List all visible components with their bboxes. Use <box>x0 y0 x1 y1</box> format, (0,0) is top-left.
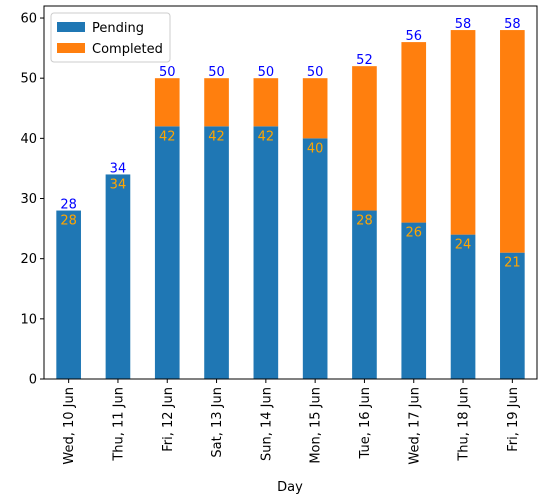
total-value-label: 58 <box>504 17 521 32</box>
y-tick-label: 0 <box>29 373 37 388</box>
bar-pending-7 <box>401 222 427 379</box>
bar-completed-3 <box>204 78 229 127</box>
legend-swatch-pending <box>57 22 85 32</box>
bar-completed-5 <box>302 78 328 139</box>
y-tick-label: 40 <box>20 132 37 147</box>
pending-value-label: 21 <box>504 256 521 271</box>
bar-pending-0 <box>56 210 81 379</box>
bar-completed-4 <box>253 78 279 127</box>
bar-pending-9 <box>500 252 525 379</box>
bar-pending-6 <box>352 210 377 379</box>
y-tick-label: 20 <box>20 252 37 267</box>
bar-pending-2 <box>154 126 180 380</box>
pending-value-label: 28 <box>356 214 373 229</box>
bar-pending-4 <box>253 126 279 380</box>
x-tick-label: Mon, 15 Jun <box>309 387 324 464</box>
axes-frame <box>43 5 538 380</box>
x-tick-label: Wed, 17 Jun <box>407 387 422 465</box>
y-tick-label: 60 <box>20 12 37 27</box>
y-tick-label: 10 <box>20 312 37 327</box>
x-tick-label: Tue, 16 Jun <box>358 387 373 459</box>
pending-value-label: 42 <box>258 129 275 144</box>
x-axis-title: Day <box>277 480 303 495</box>
pending-value-label: 26 <box>405 226 422 241</box>
total-value-label: 56 <box>405 29 422 44</box>
total-value-label: 50 <box>159 65 176 80</box>
bar-completed-7 <box>401 42 427 223</box>
x-tick-label: Thu, 18 Jun <box>457 387 472 462</box>
bar-completed-8 <box>450 30 476 235</box>
y-tick-label: 30 <box>20 192 37 207</box>
bar-pending-8 <box>450 234 476 379</box>
bar-completed-9 <box>500 30 525 253</box>
total-value-label: 34 <box>110 161 127 176</box>
bar-completed-2 <box>154 78 180 127</box>
pending-value-label: 40 <box>307 141 324 156</box>
x-tick-label: Sat, 13 Jun <box>210 387 225 458</box>
total-value-label: 50 <box>258 65 275 80</box>
pending-value-label: 34 <box>110 177 127 192</box>
total-value-label: 58 <box>455 17 472 32</box>
pending-value-label: 24 <box>455 238 472 253</box>
total-value-label: 52 <box>356 53 373 68</box>
x-tick-label: Thu, 11 Jun <box>111 387 126 462</box>
bar-pending-3 <box>204 126 229 380</box>
pending-value-label: 28 <box>60 214 77 229</box>
total-value-label: 50 <box>208 65 225 80</box>
total-value-label: 28 <box>60 198 77 213</box>
x-tick-label: Fri, 19 Jun <box>506 387 521 452</box>
legend-label-completed: Completed <box>92 42 163 57</box>
x-tick-label: Fri, 12 Jun <box>161 387 176 452</box>
legend-label-pending: Pending <box>92 21 144 36</box>
bar-completed-6 <box>352 66 377 211</box>
bar-pending-5 <box>302 138 328 379</box>
x-tick-label: Wed, 10 Jun <box>62 387 77 465</box>
y-tick-label: 50 <box>20 72 37 87</box>
x-tick-label: Sun, 14 Jun <box>259 387 274 461</box>
legend: Pending Completed <box>50 12 171 63</box>
pending-value-label: 42 <box>159 129 176 144</box>
bar-pending-1 <box>105 174 131 379</box>
legend-swatch-completed <box>57 43 85 53</box>
total-value-label: 50 <box>307 65 324 80</box>
pending-value-label: 42 <box>208 129 225 144</box>
